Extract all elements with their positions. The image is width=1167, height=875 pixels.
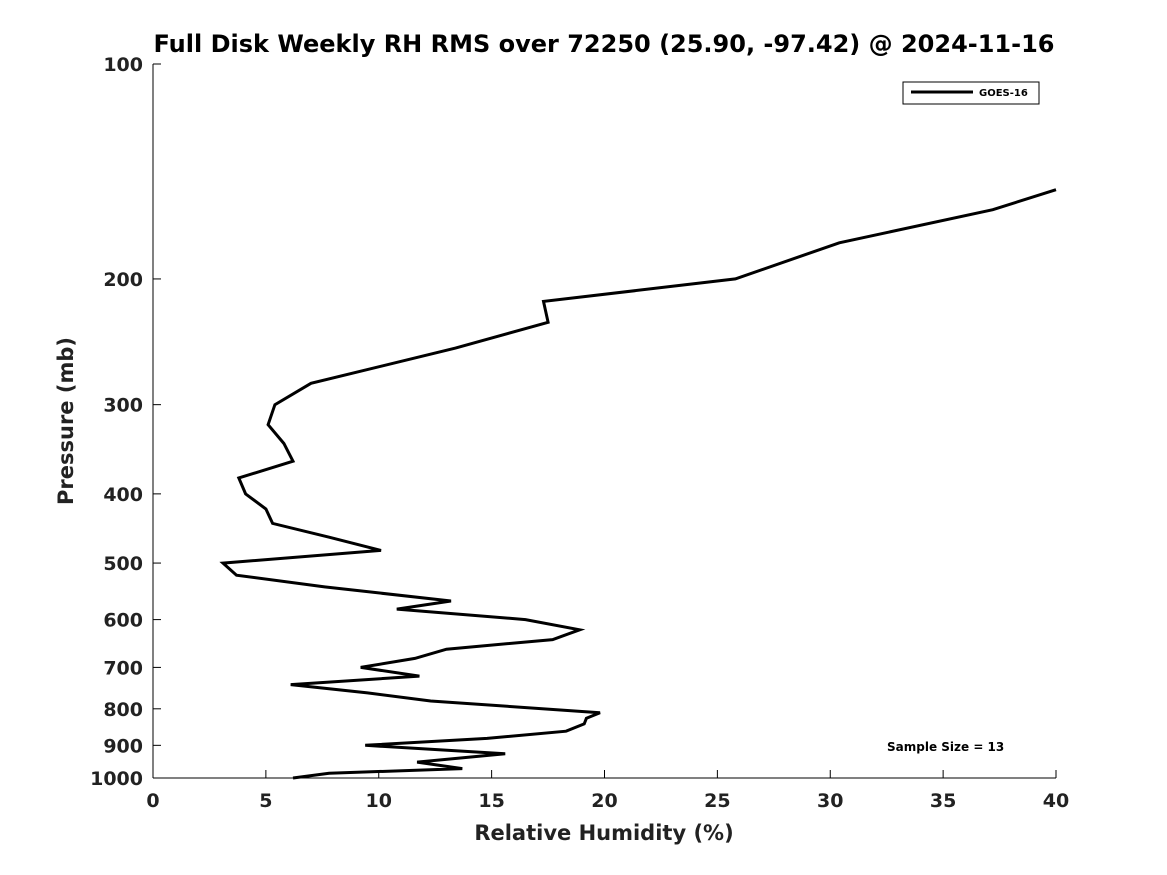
plot-area: 0 5 10 15 20 25 30 35 40 100 200 300 400 500 600 700 80… [90, 54, 1069, 812]
x-tick-label: 40 [1043, 790, 1069, 812]
y-tick-label: 200 [103, 269, 143, 291]
legend: GOES-16 [902, 81, 1040, 105]
y-axis-label: Pressure (mb) [54, 337, 78, 505]
y-tick-label: 400 [103, 484, 143, 506]
y-tick-label: 900 [103, 735, 143, 757]
x-tick-label: 30 [817, 790, 843, 812]
series-layer [219, 188, 1057, 780]
x-tick-label: 35 [930, 790, 956, 812]
series-line-goes-16 [219, 188, 1057, 780]
x-tick-label: 25 [704, 790, 730, 812]
x-tick-label: 0 [146, 790, 159, 812]
x-tick-label: 5 [259, 790, 272, 812]
chart-title: Full Disk Weekly RH RMS over 72250 (25.9… [153, 30, 1054, 58]
y-tick-label: 100 [103, 54, 143, 76]
y-tick-label: 800 [103, 699, 143, 721]
y-tick-label: 600 [103, 610, 143, 632]
x-tick-label: 10 [366, 790, 392, 812]
legend-entry-goes-16: GOES-16 [979, 88, 1028, 99]
y-tick-label: 700 [103, 657, 143, 679]
y-tick-label: 500 [103, 553, 143, 575]
y-tick-label: 1000 [90, 768, 143, 790]
sample-size-annotation: Sample Size = 13 [887, 740, 1004, 754]
x-axis-label: Relative Humidity (%) [474, 821, 733, 845]
y-tick-label: 300 [103, 395, 143, 417]
x-tick-label: 20 [591, 790, 617, 812]
y-axis-ticks: 100 200 300 400 500 600 700 800 900 1000 [90, 54, 161, 790]
x-tick-label: 15 [478, 790, 504, 812]
x-axis-ticks: 0 5 10 15 20 25 30 35 40 [146, 770, 1069, 812]
